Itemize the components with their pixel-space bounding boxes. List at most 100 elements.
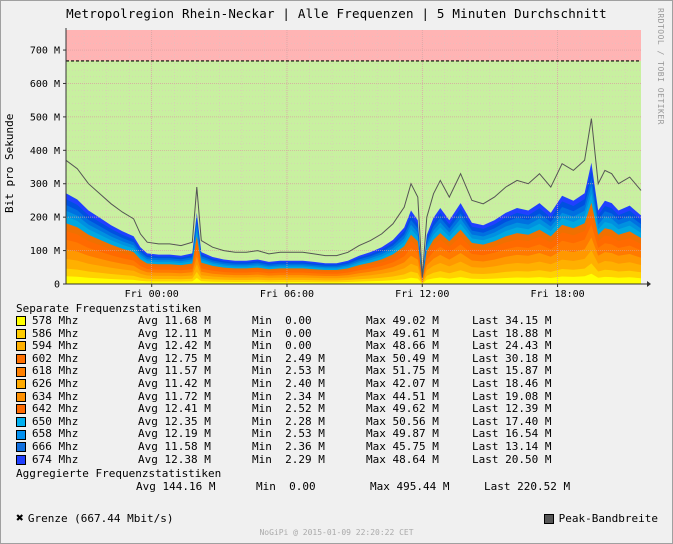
series-label: 602 Mhz <box>32 351 79 365</box>
series-swatch <box>16 429 26 440</box>
series-swatch <box>16 417 26 428</box>
series-label: 634 Mhz <box>32 389 79 403</box>
peak-swatch <box>543 513 554 524</box>
y-tick-label: 100 M <box>30 246 60 257</box>
stack-layer-1 <box>66 273 641 284</box>
series-last: Last 18.46 M <box>472 376 552 390</box>
series-last: Last 24.43 M <box>472 339 552 353</box>
series-swatch <box>16 366 26 377</box>
series-label: 658 Mhz <box>32 427 79 441</box>
graph-title: Metropolregion Rhein-Neckar | Alle Frequ… <box>66 6 607 21</box>
series-min: Min 0.00 <box>252 339 312 353</box>
series-max: Max 50.56 M <box>366 414 439 428</box>
legend-limit-label: Grenze (667.44 Mbit/s) <box>27 512 174 525</box>
series-min: Min 2.34 M <box>252 389 325 403</box>
series-swatch <box>16 316 26 327</box>
series-avg: Avg 11.58 M <box>138 439 211 453</box>
series-label: 594 Mhz <box>32 339 79 353</box>
series-min: Min 2.53 M <box>252 364 325 378</box>
series-avg: Avg 11.68 M <box>138 314 211 327</box>
stats-row: 634 Mhz Avg 11.72 M Min 2.34 M Max 44.51 M L… <box>16 389 582 404</box>
x-tick-label: Fri 18:00 <box>530 289 584 300</box>
series-swatch <box>16 454 26 465</box>
stats-row: 650 Mhz Avg 12.35 M Min 2.28 M Max 50.56 M L… <box>16 414 582 429</box>
series-last: Last 16.54 M <box>472 427 552 441</box>
series-last: Last 19.08 M <box>472 389 552 403</box>
series-min: Min 2.28 M <box>252 414 325 428</box>
y-tick-label: 600 M <box>30 79 60 90</box>
aggregate-avg: Avg 144.16 M <box>136 480 216 494</box>
series-min: Min 2.49 M <box>252 351 325 365</box>
y-tick-label: 500 M <box>30 112 60 123</box>
series-last: Last 20.50 M <box>472 452 552 466</box>
aggregate-last: Last 220.52 M <box>484 480 571 494</box>
legend-peak: Peak-Bandbreite <box>543 512 658 525</box>
series-min: Min 2.52 M <box>252 402 325 416</box>
series-avg: Avg 12.19 M <box>138 427 211 441</box>
series-swatch <box>16 328 26 339</box>
stats-row: 674 Mhz Avg 12.38 M Min 2.29 M Max 48.64 M L… <box>16 452 582 467</box>
series-last: Last 30.18 M <box>472 351 552 365</box>
series-label: 578 Mhz <box>32 314 79 327</box>
aggregate-min: Min 0.00 <box>256 480 316 494</box>
series-min: Min 2.36 M <box>252 439 325 453</box>
series-label: 666 Mhz <box>32 439 79 453</box>
series-swatch <box>16 442 26 453</box>
series-max: Max 49.62 M <box>366 402 439 416</box>
stats-row: 626 Mhz Avg 11.42 M Min 2.40 M Max 42.07 M L… <box>16 376 582 391</box>
series-avg: Avg 11.57 M <box>138 364 211 378</box>
series-last: Last 15.87 M <box>472 364 552 378</box>
series-max: Max 50.49 M <box>366 351 439 365</box>
series-min: Min 2.53 M <box>252 427 325 441</box>
stats-rows: 578 Mhz Avg 11.68 M Min 0.00 Max 49.02 M Las… <box>16 314 582 467</box>
series-min: Min 2.40 M <box>252 376 325 390</box>
x-tick-label: Fri 06:00 <box>260 289 314 300</box>
series-avg: Avg 12.11 M <box>138 326 211 340</box>
series-label: 586 Mhz <box>32 326 79 340</box>
series-max: Max 45.75 M <box>366 439 439 453</box>
aggregate-max: Max 495.44 M <box>370 480 450 494</box>
x-tick-label: Fri 00:00 <box>125 289 179 300</box>
series-max: Max 49.87 M <box>366 427 439 441</box>
legend-peak-label: Peak-Bandbreite <box>558 512 658 525</box>
y-tick-label: 0 <box>54 280 60 291</box>
series-label: 650 Mhz <box>32 414 79 428</box>
stats-row: 666 Mhz Avg 11.58 M Min 2.36 M Max 45.75 M L… <box>16 439 582 454</box>
series-max: Max 48.66 M <box>366 339 439 353</box>
series-last: Last 13.14 M <box>472 439 552 453</box>
series-min: Min 0.00 <box>252 326 312 340</box>
y-tick-label: 400 M <box>30 146 60 157</box>
series-max: Max 42.07 M <box>366 376 439 390</box>
rrdtool-credit: RRDTOOL / TOBI OETIKER <box>656 8 665 125</box>
series-avg: Avg 12.35 M <box>138 414 211 428</box>
series-last: Last 17.40 M <box>472 414 552 428</box>
legend-limit: ✖ Grenze (667.44 Mbit/s) <box>16 512 174 525</box>
series-swatch <box>16 379 26 390</box>
series-swatch <box>16 341 26 352</box>
series-last: Last 34.15 M <box>472 314 552 327</box>
series-avg: Avg 12.38 M <box>138 452 211 466</box>
series-max: Max 51.75 M <box>366 364 439 378</box>
chart-plot: 0 100 M 200 M 300 M 400 M 500 M 600 M 700 M Fri … <box>30 28 651 300</box>
series-label: 626 Mhz <box>32 376 79 390</box>
series-min: Min 2.29 M <box>252 452 325 466</box>
peak-bandwidth-line <box>65 118 642 278</box>
series-swatch <box>16 404 26 415</box>
series-avg: Avg 12.75 M <box>138 351 211 365</box>
stats-row: 586 Mhz Avg 12.11 M Min 0.00 Max 49.61 M Las… <box>16 326 582 341</box>
series-max: Max 44.51 M <box>366 389 439 403</box>
y-tick-label: 300 M <box>30 179 60 190</box>
limit-zone <box>66 30 641 61</box>
series-last: Last 18.88 M <box>472 326 552 340</box>
series-avg: Avg 11.72 M <box>138 389 211 403</box>
statistics-panel: Separate Frequenzstatistiken 578 Mhz Avg … <box>16 302 582 494</box>
series-max: Max 49.61 M <box>366 326 439 340</box>
bottom-legend: ✖ Grenze (667.44 Mbit/s) Peak-Bandbreite <box>16 512 658 525</box>
stats-row: 578 Mhz Avg 11.68 M Min 0.00 Max 49.02 M Las… <box>16 314 582 328</box>
series-swatch <box>16 391 26 402</box>
y-tick-label: 700 M <box>30 46 60 57</box>
stats-row: 658 Mhz Avg 12.19 M Min 2.53 M Max 49.87 M L… <box>16 428 582 441</box>
aggregate-stats-title: Aggregierte Frequenzstatistiken <box>16 467 222 481</box>
separate-stats-title: Separate Frequenzstatistiken <box>16 302 202 315</box>
stats-row: 602 Mhz Avg 12.75 M Min 2.49 M Max 50.49 M L… <box>16 351 582 366</box>
